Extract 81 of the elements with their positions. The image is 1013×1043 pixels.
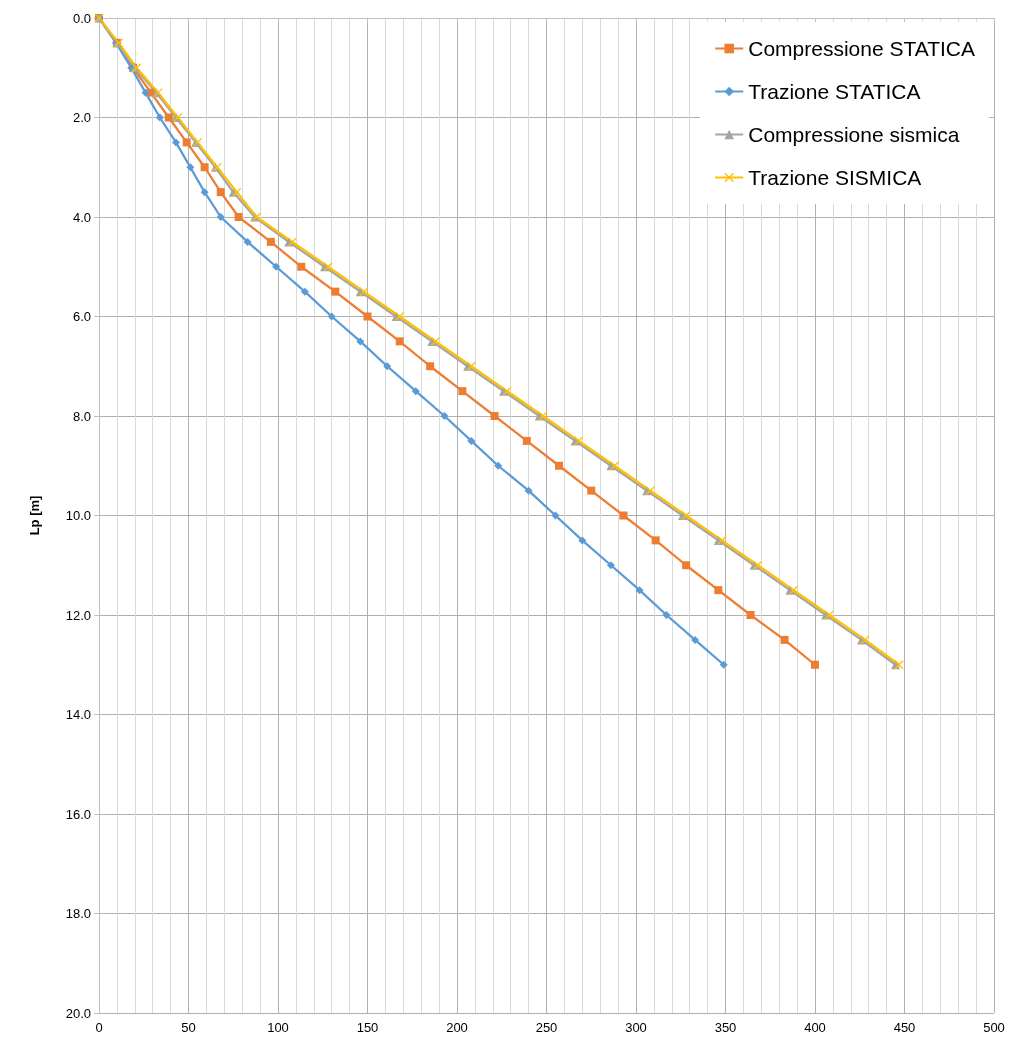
- point: [297, 262, 306, 271]
- point: [746, 611, 755, 619]
- point: [651, 536, 660, 545]
- point: [691, 635, 700, 644]
- y-tick-label: 8.0: [72, 408, 91, 424]
- point: [780, 635, 789, 644]
- point: [300, 287, 309, 296]
- y-tick-label: 2.0: [72, 110, 91, 125]
- x-tick-label: 450: [893, 1020, 916, 1035]
- legend-label: Trazione STATICA: [748, 80, 921, 103]
- x-tick-label: 100: [267, 1020, 289, 1035]
- x-tick-label: 0: [95, 1020, 103, 1035]
- point: [431, 336, 441, 346]
- point: [327, 312, 336, 321]
- point: [458, 387, 467, 396]
- legend-label: Compressione STATICA: [748, 37, 976, 60]
- x-tick-label: 300: [625, 1020, 647, 1035]
- x-tick-label: 200: [446, 1020, 468, 1035]
- point: [635, 586, 644, 595]
- point: [467, 436, 476, 445]
- point: [186, 163, 195, 172]
- point: [182, 138, 191, 147]
- y-tick-label: 12.0: [65, 607, 91, 623]
- point: [411, 387, 420, 396]
- y-tick-label: 16.0: [65, 806, 91, 822]
- y-tick-label: 18.0: [65, 906, 91, 921]
- point: [266, 237, 275, 246]
- point: [272, 262, 281, 271]
- x-tick-label: 50: [181, 1020, 196, 1035]
- point: [717, 535, 727, 545]
- point: [551, 511, 560, 520]
- y-tick-label: 14.0: [65, 707, 91, 722]
- point: [490, 412, 499, 420]
- y-tick-label: 10.0: [65, 508, 91, 523]
- point: [574, 436, 584, 446]
- point: [395, 312, 405, 321]
- point: [164, 113, 173, 122]
- point: [141, 88, 150, 97]
- point: [356, 337, 365, 346]
- y-tick-label: 0.0: [72, 10, 91, 26]
- point: [811, 660, 819, 669]
- point: [155, 113, 164, 122]
- point: [789, 585, 799, 595]
- point: [363, 312, 372, 321]
- point: [578, 536, 587, 545]
- point: [426, 362, 435, 371]
- point: [714, 586, 723, 595]
- x-tick-label: 500: [983, 1020, 1005, 1035]
- point: [610, 461, 620, 471]
- y-tick-label: 20.0: [65, 1005, 91, 1021]
- point: [200, 163, 209, 172]
- y-tick-label: 6.0: [72, 309, 91, 324]
- point: [243, 237, 252, 246]
- legend-label: Compressione sismica: [748, 123, 960, 146]
- point: [383, 362, 392, 371]
- point: [171, 138, 180, 147]
- point: [494, 461, 503, 470]
- y-tick-label: 4.0: [72, 209, 91, 225]
- point: [440, 412, 449, 420]
- point: [524, 486, 533, 495]
- point: [395, 337, 404, 346]
- point: [682, 561, 691, 570]
- point: [522, 436, 531, 445]
- point: [234, 213, 243, 221]
- x-tick-label: 400: [804, 1020, 826, 1035]
- point: [619, 511, 628, 520]
- point: [200, 188, 209, 197]
- point: [555, 461, 564, 470]
- point: [216, 188, 225, 197]
- x-tick-label: 250: [535, 1020, 558, 1035]
- point: [662, 611, 671, 619]
- point: [359, 287, 369, 297]
- point: [606, 561, 615, 570]
- point: [719, 660, 728, 669]
- point: [331, 287, 340, 296]
- point: [587, 486, 596, 495]
- y-axis-title: Lp [m]: [27, 495, 42, 536]
- legend-label: Trazione SISMICA: [748, 166, 922, 189]
- x-tick-label: 350: [714, 1020, 737, 1035]
- x-tick-label: 150: [356, 1020, 379, 1035]
- point: [216, 213, 225, 221]
